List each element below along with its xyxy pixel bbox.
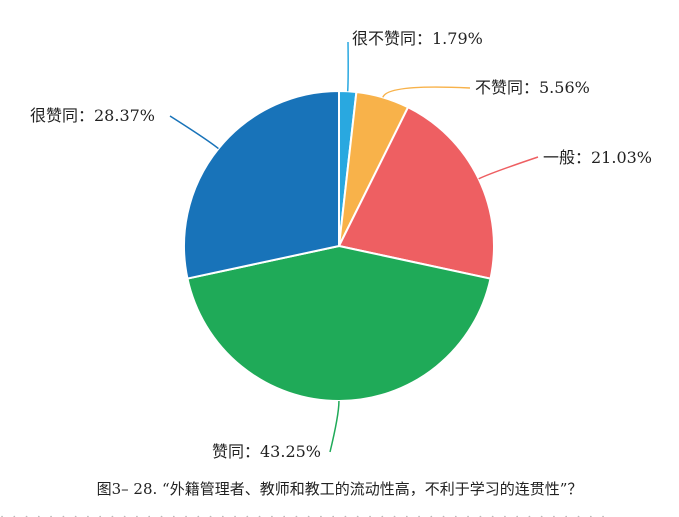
pie-slice-5: [183, 89, 340, 280]
pie-slice-4: [186, 244, 492, 402]
leader-line-3: [478, 156, 539, 180]
figure-caption: 图3– 28. “外籍管理者、教师和教工的流动性高，不利于学习的连贯性”？: [96, 480, 583, 498]
cut-off-text-line: · · · · · · · · · · · · · · · · · · · · …: [0, 506, 679, 517]
pie-chart: 很不赞同：1.79% 不赞同：5.56% 一般：21.03% 赞同：43.25% 很赞同…: [30, 29, 652, 461]
slice-label-4: 赞同：43.25%: [212, 442, 321, 461]
slice-label-3: 一般：21.03%: [543, 148, 652, 167]
leader-line-2: [382, 86, 471, 98]
slice-label-5: 很赞同：28.37%: [30, 106, 155, 125]
slice-label-2: 不赞同：5.56%: [475, 78, 590, 97]
leader-line-5: [169, 115, 219, 150]
leader-line-4: [329, 400, 340, 453]
slice-label-1: 很不赞同：1.79%: [352, 29, 483, 48]
